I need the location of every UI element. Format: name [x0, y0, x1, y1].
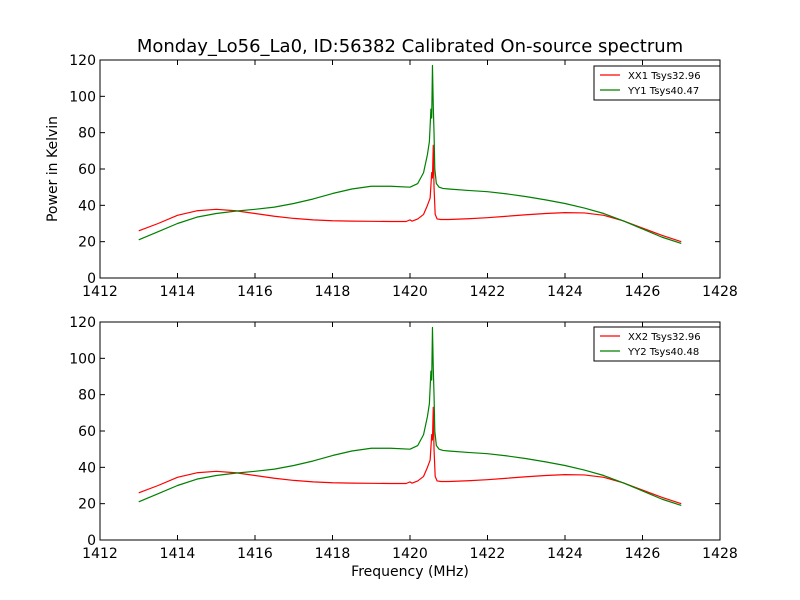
x-tick-label: 1422 [470, 284, 506, 300]
legend-entry: YY2 Tsys40.48 [627, 347, 699, 358]
x-tick-label: 1422 [470, 546, 506, 562]
y-tick-label: 40 [78, 460, 96, 476]
x-tick-label: 1426 [625, 284, 661, 300]
x-tick-label: 1414 [160, 284, 196, 300]
x-tick-label: 1412 [82, 546, 118, 562]
y-tick-label: 60 [78, 424, 96, 440]
series-line-1-1 [138, 144, 682, 243]
y-tick-label: 20 [78, 497, 96, 513]
y-tick-label: 0 [87, 533, 96, 549]
y-tick-label: 120 [69, 53, 96, 69]
x-tick-label: 1416 [237, 546, 273, 562]
x-tick-label: 1424 [547, 546, 583, 562]
legend-entry: YY1 Tsys40.47 [627, 86, 699, 97]
x-tick-label: 1428 [702, 284, 738, 300]
bottom-spectrum-plot: 1412 1414 1416 1418 1420 1422 1424 1426 1428 0 20 4… [69, 315, 738, 580]
series-line-1-2 [138, 64, 682, 245]
series-line-2-2 [138, 326, 682, 507]
y-tick-label: 100 [69, 89, 96, 105]
x-tick-label: 1414 [160, 546, 196, 562]
y-tick-label: 60 [78, 162, 96, 178]
legend-box [593, 65, 721, 101]
x-axis-label: Frequency (MHz) [351, 564, 469, 580]
legend: XX2 Tsys32.96 YY2 Tsys40.48 [593, 326, 721, 362]
x-tick-label: 1420 [392, 284, 428, 300]
y-tick-label: 40 [78, 198, 96, 214]
legend-entry: XX2 Tsys32.96 [628, 332, 701, 343]
y-tick-label: 20 [78, 235, 96, 251]
x-tick-label: 1424 [547, 284, 583, 300]
y-tick-label: 0 [87, 271, 96, 287]
figure-title: Monday_Lo56_La0, ID:56382 Calibrated On-… [137, 36, 683, 57]
series-line-2-1 [138, 406, 682, 505]
x-tick-label: 1428 [702, 546, 738, 562]
x-tick-label: 1416 [237, 284, 273, 300]
legend-box [593, 326, 721, 362]
y-tick-label: 100 [69, 351, 96, 367]
top-spectrum-plot: 1412 1414 1416 1418 1420 1422 1424 1426 1428 0 20 4… [45, 53, 738, 300]
y-tick-label: 80 [78, 126, 96, 142]
x-tick-label: 1412 [82, 284, 118, 300]
x-tick-label: 1426 [625, 546, 661, 562]
x-tick-label: 1418 [315, 284, 351, 300]
x-tick-label: 1418 [315, 546, 351, 562]
legend-entry: XX1 Tsys32.96 [628, 71, 701, 82]
y-axis-label: Power in Kelvin [45, 116, 61, 222]
x-tick-label: 1420 [392, 546, 428, 562]
legend: XX1 Tsys32.96 YY1 Tsys40.47 [593, 65, 721, 101]
y-tick-label: 120 [69, 315, 96, 331]
y-tick-label: 80 [78, 388, 96, 404]
